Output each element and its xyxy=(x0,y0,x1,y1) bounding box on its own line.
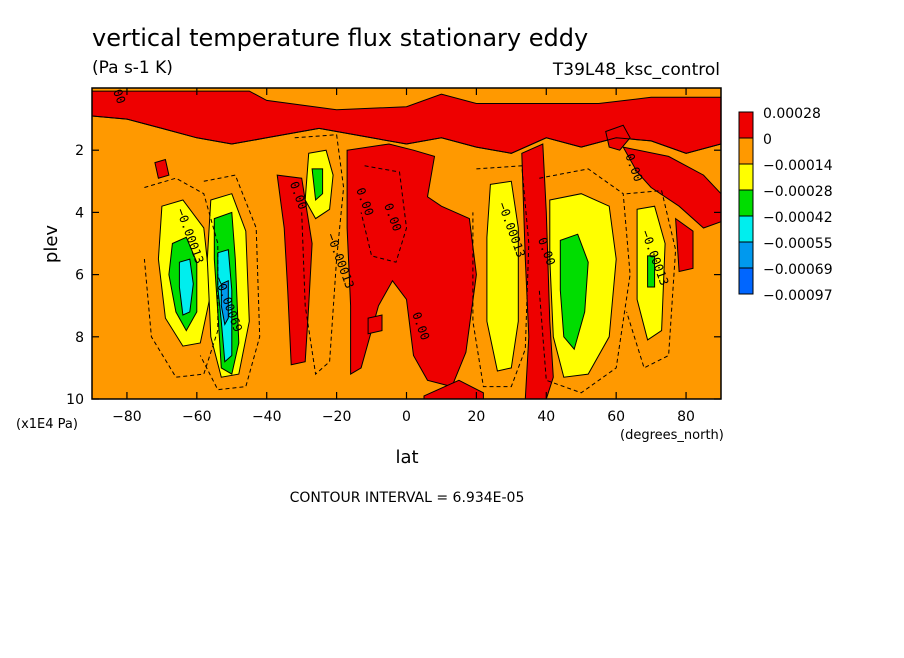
colorbar-label: 0 xyxy=(763,132,772,148)
x-axis-ticks: −80 −60 −40 −20 0 20 40 60 80 xyxy=(112,88,695,425)
y-axis-label: plev xyxy=(41,225,62,264)
x-tick-label: 40 xyxy=(537,409,555,425)
contour-region xyxy=(675,217,694,273)
y-tick-label: 8 xyxy=(75,330,84,346)
contour-line xyxy=(472,165,530,388)
colorbar-swatch xyxy=(738,189,754,217)
y-tick-label: 2 xyxy=(75,143,84,159)
x-tick-label: −20 xyxy=(322,409,352,425)
contour-lines xyxy=(92,115,721,394)
colorbar-swatch xyxy=(738,267,754,295)
colorbar-label: 0.00028 xyxy=(763,106,821,122)
colorbar-swatch xyxy=(738,241,754,269)
colorbar-label: −0.00042 xyxy=(763,210,833,226)
contour-line xyxy=(294,134,345,376)
contour-line xyxy=(199,174,261,391)
colorbar-label: −0.00014 xyxy=(763,158,833,174)
colorbar-label: −0.00097 xyxy=(763,288,833,304)
colorbar: 0.00028 0 −0.00014 −0.00028 −0.00042 −0.00055… xyxy=(738,106,833,304)
contour-region xyxy=(622,146,721,229)
chart-title: vertical temperature flux stationary edd… xyxy=(92,24,588,52)
contour-region xyxy=(311,168,324,202)
colorbar-label: −0.00055 xyxy=(763,236,833,252)
y-tick-label: 10 xyxy=(66,392,84,408)
filled-regions xyxy=(92,90,721,399)
x-units-label: (degrees_north) xyxy=(620,428,724,443)
contour-region xyxy=(154,158,170,179)
colorbar-swatch xyxy=(738,215,754,243)
x-tick-label: 20 xyxy=(467,409,485,425)
x-tick-label: −40 xyxy=(252,409,282,425)
contour-line xyxy=(143,177,219,378)
contour-region xyxy=(220,280,229,326)
colorbar-label: −0.00028 xyxy=(763,184,833,200)
y-tick-label: 4 xyxy=(75,205,84,221)
y-tick-label: 6 xyxy=(75,268,84,284)
colorbar-swatch xyxy=(738,111,754,139)
contour-interval-text: CONTOUR INTERVAL = 6.934E-05 xyxy=(290,490,525,506)
colorbar-label: −0.00069 xyxy=(763,262,833,278)
contour-region xyxy=(559,233,589,351)
x-tick-label: −60 xyxy=(182,409,212,425)
contour-region xyxy=(486,180,519,372)
contour-line xyxy=(626,190,677,369)
contour-line xyxy=(538,168,631,394)
chart-units: (Pa s-1 K) xyxy=(92,58,173,78)
colorbar-swatch xyxy=(738,137,754,165)
contour-region xyxy=(178,258,194,316)
contour-region xyxy=(647,255,656,288)
x-tick-label: 0 xyxy=(402,409,411,425)
run-label: T39L48_ksc_control xyxy=(552,60,720,80)
x-axis-label: lat xyxy=(395,447,418,468)
x-tick-label: −80 xyxy=(112,409,142,425)
y-units-label: (x1E4 Pa) xyxy=(16,417,78,432)
contour-region xyxy=(346,143,477,388)
contour-line xyxy=(92,115,721,154)
contour-region xyxy=(367,314,383,335)
y-axis-ticks: 2 4 6 8 10 xyxy=(66,143,721,408)
x-tick-label: 80 xyxy=(677,409,695,425)
colorbar-swatch xyxy=(738,163,754,191)
x-tick-label: 60 xyxy=(607,409,625,425)
contour-line xyxy=(360,165,408,263)
